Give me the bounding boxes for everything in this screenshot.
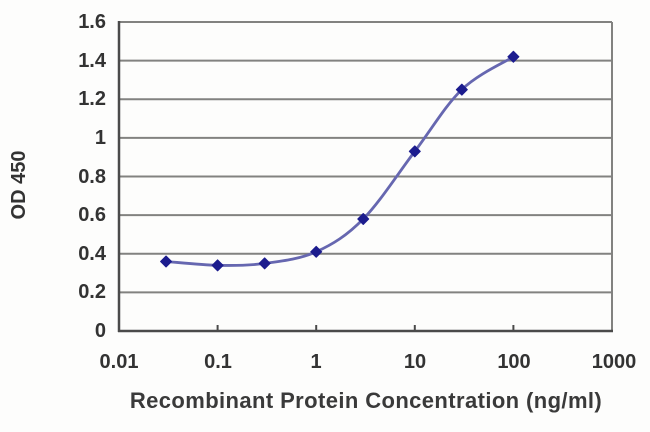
data-point-marker <box>408 145 421 158</box>
y-tick-label: 1.2 <box>78 88 106 110</box>
y-tick-label: 0.8 <box>78 166 106 188</box>
y-tick-label: 0.6 <box>78 204 106 226</box>
x-tick-label: 0.01 <box>99 351 139 373</box>
data-point-marker <box>357 212 370 225</box>
y-tick-label: 0 <box>94 320 106 342</box>
x-tick-label: 100 <box>497 351 531 373</box>
data-point-marker <box>211 259 224 272</box>
y-tick-label: 0.4 <box>78 243 106 265</box>
y-tick-label: 1 <box>94 127 106 149</box>
x-tick-label: 1000 <box>591 351 637 373</box>
data-point-marker <box>507 50 520 63</box>
data-point-marker <box>310 245 323 258</box>
x-axis-title: Recombinant Protein Concentration (ng/ml… <box>129 388 603 413</box>
standard-curve-line <box>164 55 515 267</box>
data-point-marker <box>160 255 173 268</box>
y-tick-label: 0.2 <box>78 281 106 303</box>
y-tick-label: 1.4 <box>78 50 106 72</box>
y-tick-label: 1.6 <box>78 11 106 33</box>
data-point-marker <box>258 257 271 270</box>
x-tick-label: 0.1 <box>204 351 232 373</box>
data-point-marker <box>455 83 468 96</box>
x-tick-label: 1 <box>310 351 322 373</box>
x-tick-label: 10 <box>403 351 427 373</box>
